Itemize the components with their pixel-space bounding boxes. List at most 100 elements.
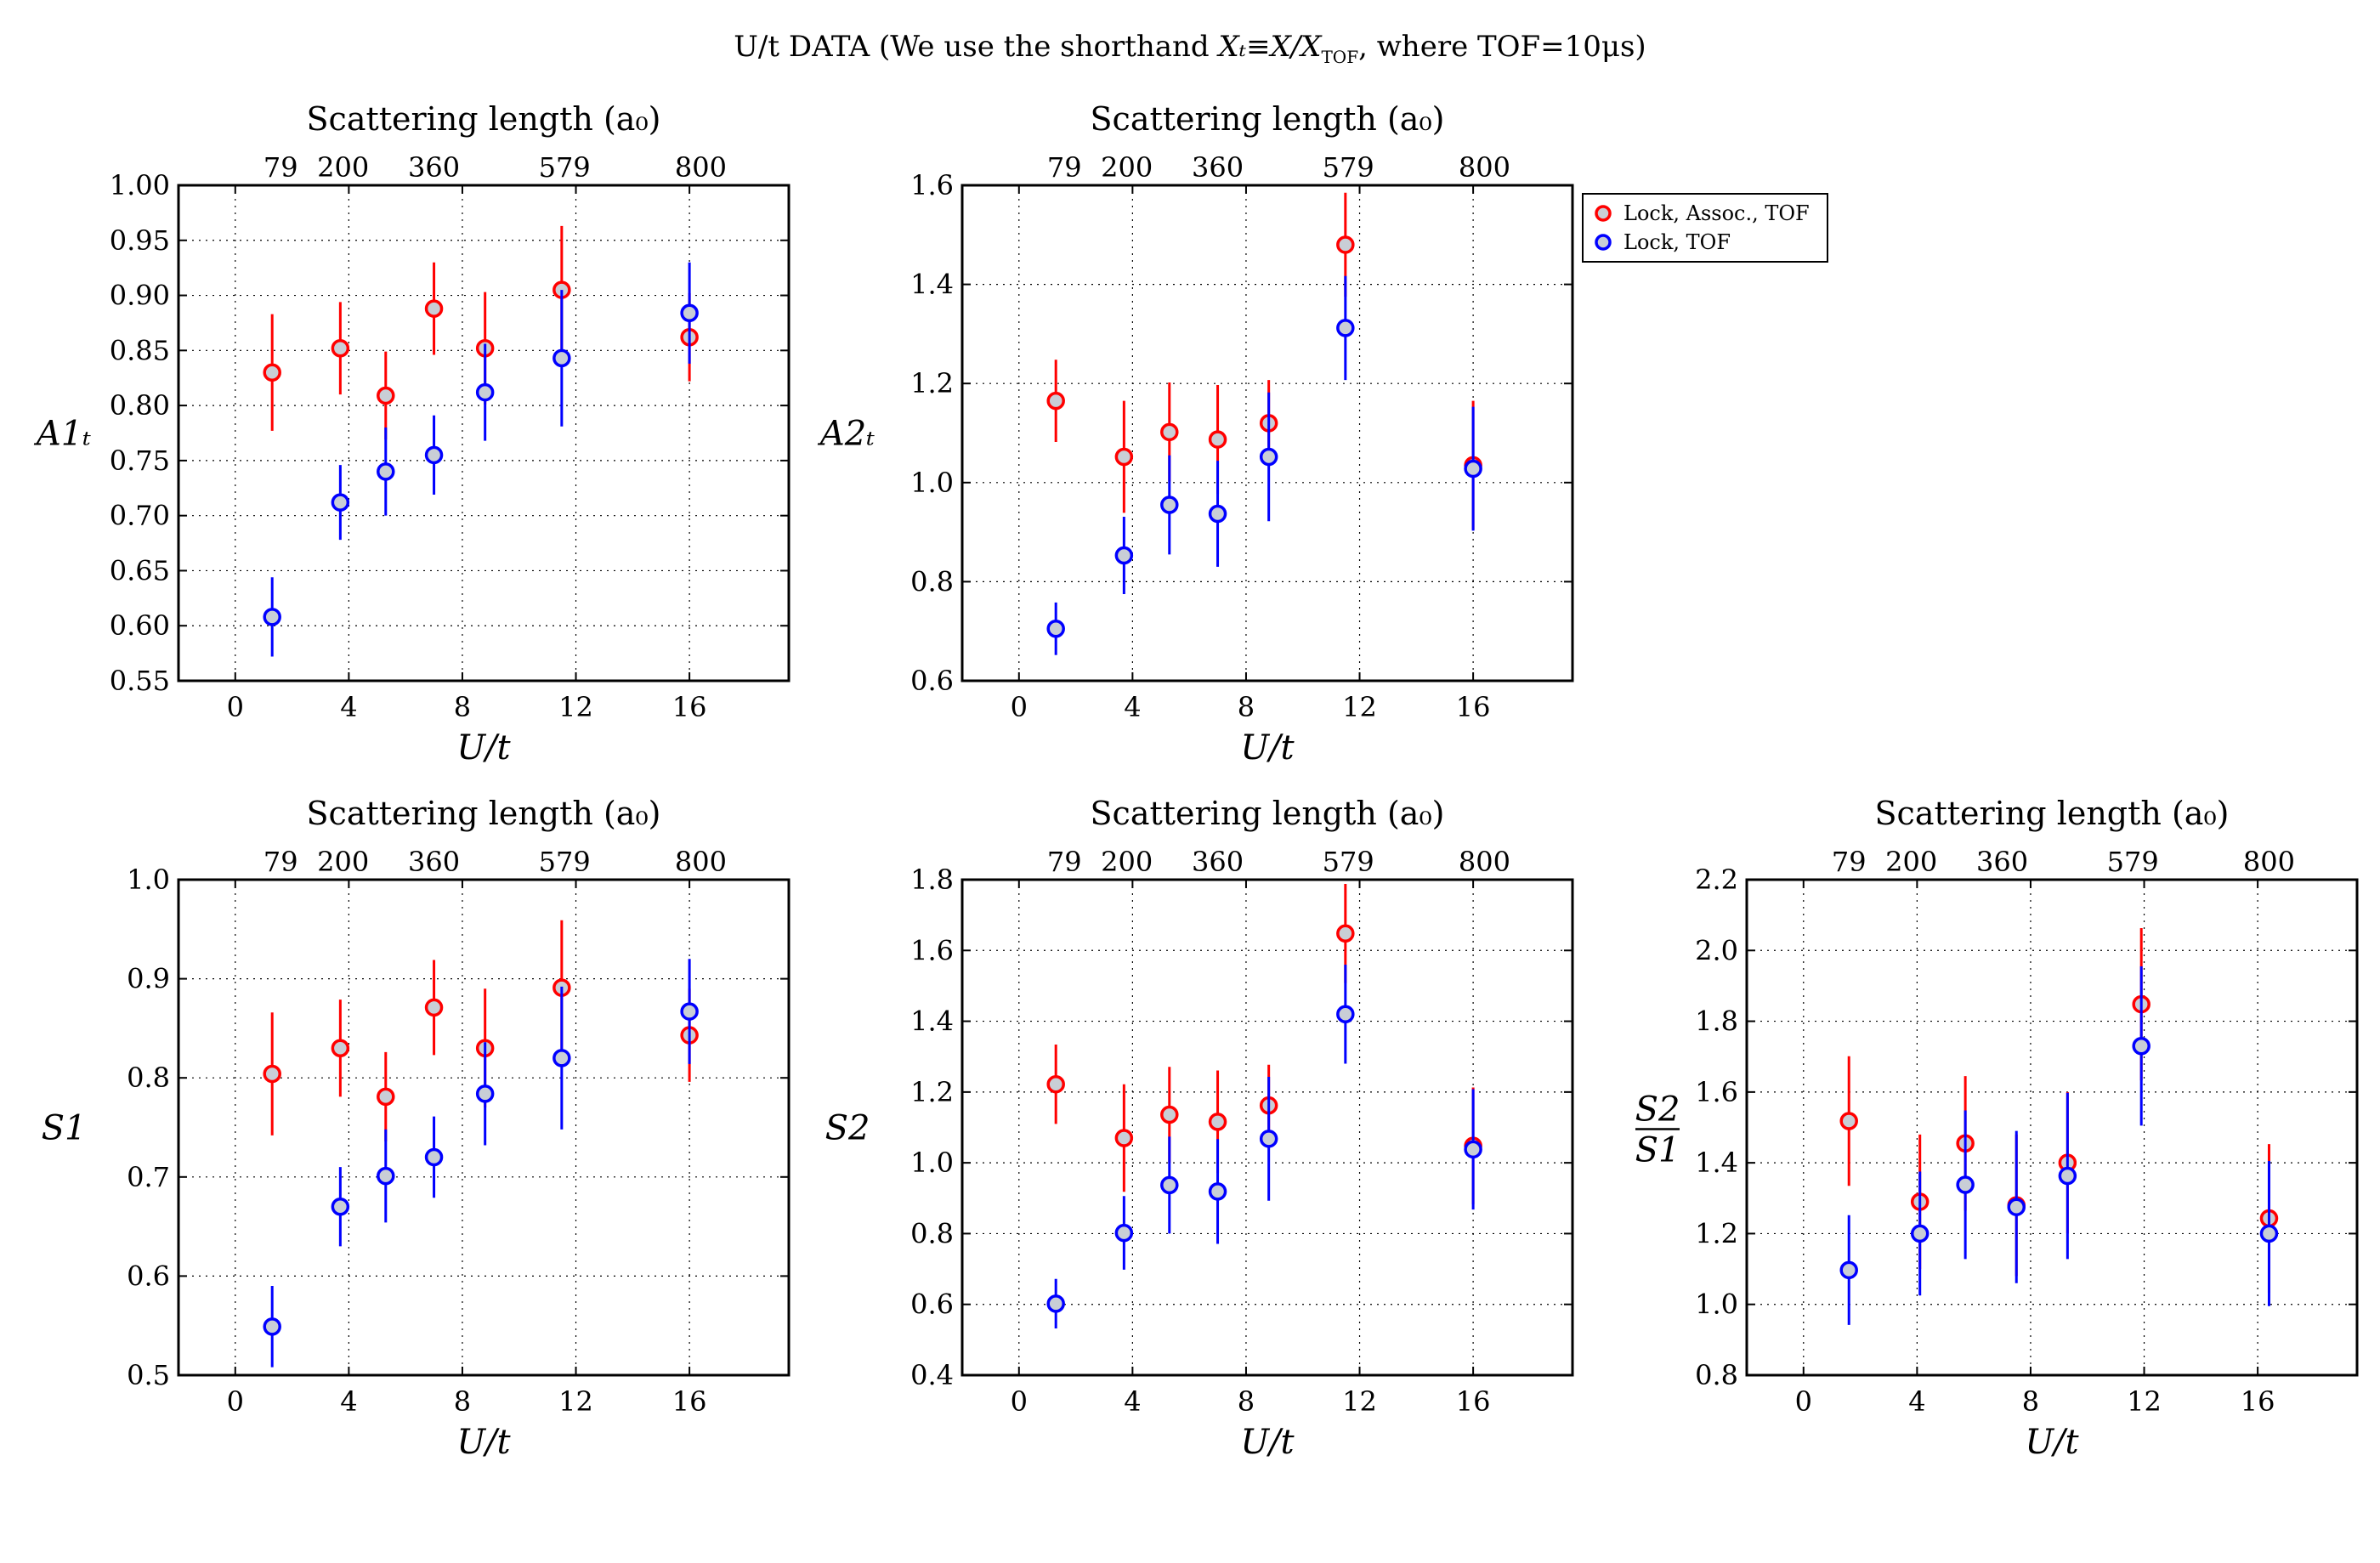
series-blue <box>1839 966 2279 1325</box>
data-point <box>1336 235 1355 254</box>
x-axis-label: U/t <box>456 728 511 767</box>
data-point <box>1839 1112 1858 1130</box>
data-point <box>1046 620 1065 638</box>
x-tick-label: 0 <box>1795 1385 1812 1418</box>
y-tick-label: 2.0 <box>1695 934 1738 966</box>
figure-title-prefix: U/t DATA (We use the shorthand <box>734 30 1218 64</box>
x-tick-label: 12 <box>1342 1385 1377 1418</box>
data-point <box>1910 1224 1930 1243</box>
y-axis-label-numerator: S2 <box>1635 1090 1680 1130</box>
y-tick-label: 0.65 <box>110 554 170 586</box>
y-tick-label: 1.2 <box>910 1076 954 1108</box>
data-point <box>1114 546 1134 565</box>
figure-title: U/t DATA (We use the shorthand Xₜ≡X/XTOF… <box>734 30 1646 67</box>
top-tick-label: 579 <box>1323 151 1374 184</box>
x-tick-label: 4 <box>1908 1385 1925 1418</box>
x-tick-label: 16 <box>672 1385 707 1418</box>
x-tick-label: 16 <box>2241 1385 2275 1418</box>
figure-title-suffix: , where TOF=10μs) <box>1358 30 1646 64</box>
plot-frame <box>177 184 790 682</box>
data-point <box>552 348 571 368</box>
top-tick-label: 79 <box>264 846 298 878</box>
data-point <box>1046 391 1065 411</box>
y-tick-label: 1.0 <box>910 467 954 499</box>
y-tick-label: 1.6 <box>1695 1076 1738 1108</box>
top-tick-label: 579 <box>539 846 591 878</box>
x-tick-label: 8 <box>2022 1385 2039 1418</box>
x-tick-label: 8 <box>454 691 471 723</box>
y-tick-label: 0.5 <box>127 1359 170 1391</box>
panel-s2-over-s1: 0 4 8 12 16 0.8 1.0 1.2 1.4 1.6 1.8 2.0 2.2 79 200 360 5… <box>1635 795 2359 1462</box>
top-axis-label: Scattering length (a₀) <box>1091 100 1445 138</box>
data-point <box>263 608 281 626</box>
y-tick-label: 1.4 <box>910 1005 954 1038</box>
data-point <box>1160 1175 1179 1195</box>
y-tick-label: 0.6 <box>910 665 954 697</box>
data-point <box>1114 1129 1134 1147</box>
y-tick-label: 1.0 <box>127 864 170 896</box>
data-point <box>424 445 444 465</box>
top-tick-label: 800 <box>1459 846 1510 878</box>
y-axis-label: S1 <box>42 1109 87 1148</box>
top-tick-label: 200 <box>1885 846 1937 878</box>
data-point <box>424 1147 444 1167</box>
y-tick-label: 1.6 <box>910 169 954 201</box>
series-red <box>263 225 699 440</box>
data-point <box>1160 422 1179 442</box>
y-tick-label: 0.75 <box>110 445 170 477</box>
top-tick-label: 579 <box>2107 846 2159 878</box>
y-tick-label: 1.8 <box>910 864 954 896</box>
panel-a1: 0 4 8 12 16 0.55 0.60 0.65 0.70 0.75 0.80 0.85 0.90 0… <box>33 100 790 767</box>
y-tick-label: 1.4 <box>1695 1147 1738 1179</box>
data-point <box>1259 1130 1278 1148</box>
x-axis-label: U/t <box>456 1423 511 1462</box>
y-tick-label: 0.6 <box>910 1288 954 1321</box>
top-tick-label: 800 <box>675 151 727 184</box>
x-axis-label: U/t <box>2025 1423 2079 1462</box>
plot-frame <box>960 184 1574 682</box>
legend-label-blue: Lock, TOF <box>1624 230 1731 254</box>
data-point <box>331 338 350 358</box>
data-point <box>680 303 699 323</box>
top-tick-label: 800 <box>1459 151 1510 184</box>
y-tick-label: 0.60 <box>110 609 170 642</box>
x-tick-label: 4 <box>1124 1385 1141 1418</box>
x-tick-label: 16 <box>1456 1385 1491 1418</box>
figure-title-math: Xₜ≡X/X <box>1216 30 1323 64</box>
x-tick-label: 4 <box>340 691 357 723</box>
data-point <box>1336 924 1355 943</box>
data-point <box>1160 496 1179 514</box>
x-tick-label: 12 <box>558 1385 593 1418</box>
plot-frame <box>1745 878 2359 1377</box>
data-point <box>263 363 281 382</box>
data-point <box>1336 319 1355 337</box>
plot-frame <box>177 878 790 1377</box>
data-point <box>424 299 444 318</box>
top-tick-label: 579 <box>539 151 591 184</box>
legend-label-red: Lock, Assoc., TOF <box>1624 201 1810 225</box>
top-tick-label: 360 <box>408 846 460 878</box>
x-axis-label: U/t <box>1240 728 1295 767</box>
x-tick-label: 4 <box>1124 691 1141 723</box>
y-tick-label: 0.8 <box>910 565 954 597</box>
data-point <box>1046 1074 1065 1094</box>
y-tick-label: 1.00 <box>110 169 170 201</box>
data-point <box>331 1198 350 1216</box>
x-tick-label: 4 <box>340 1385 357 1418</box>
top-tick-label: 360 <box>1192 846 1244 878</box>
y-axis-label: S2 <box>825 1109 870 1148</box>
x-tick-label: 12 <box>1342 691 1377 723</box>
x-tick-label: 16 <box>1456 691 1491 723</box>
data-point <box>1160 1105 1179 1124</box>
data-point <box>1839 1260 1858 1280</box>
data-point <box>1114 447 1134 467</box>
panel-s1: 0 4 8 12 16 0.5 0.6 0.7 0.8 0.9 1.0 79 200 360 579 800 S… <box>42 795 790 1462</box>
top-tick-label: 579 <box>1323 846 1374 878</box>
x-tick-label: 8 <box>1238 1385 1255 1418</box>
figure-title-math-sub: TOF <box>1321 47 1358 67</box>
top-axis-label: Scattering length (a₀) <box>1875 795 2230 832</box>
data-point <box>475 382 495 402</box>
top-tick-label: 200 <box>317 846 369 878</box>
x-axis-label: U/t <box>1240 1423 1295 1462</box>
y-tick-label: 0.6 <box>127 1260 170 1292</box>
